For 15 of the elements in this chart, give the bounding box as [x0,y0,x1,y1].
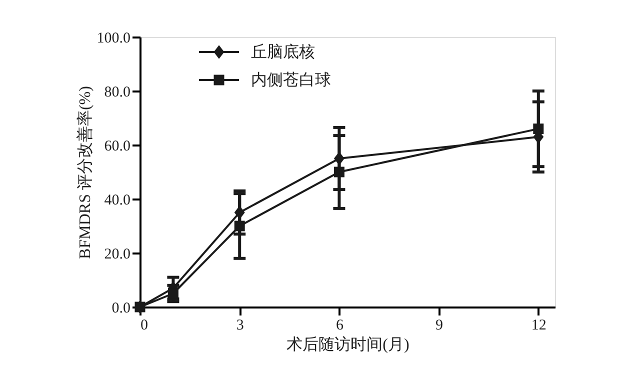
y-tick-label: 40.0 [104,192,130,208]
y-tick-label: 60.0 [104,138,130,154]
x-tick-label: 9 [436,318,444,334]
y-tick-label: 80.0 [104,84,130,100]
legend-label: 丘脑底核 [251,43,315,61]
x-tick-label: 12 [531,318,546,334]
y-tick-label: 20.0 [104,246,130,262]
x-tick-label: 0 [140,318,148,334]
y-axis-title: BFMDRS 评分改善率(%) [76,86,94,259]
y-tick-label: 100.0 [96,30,130,46]
y-tick-label: 0.0 [112,300,130,316]
legend-label: 内侧苍白球 [251,71,331,89]
x-axis-title: 术后随访时间(月) [286,336,410,354]
x-tick-label: 6 [336,318,344,334]
x-tick-label: 3 [236,318,244,334]
